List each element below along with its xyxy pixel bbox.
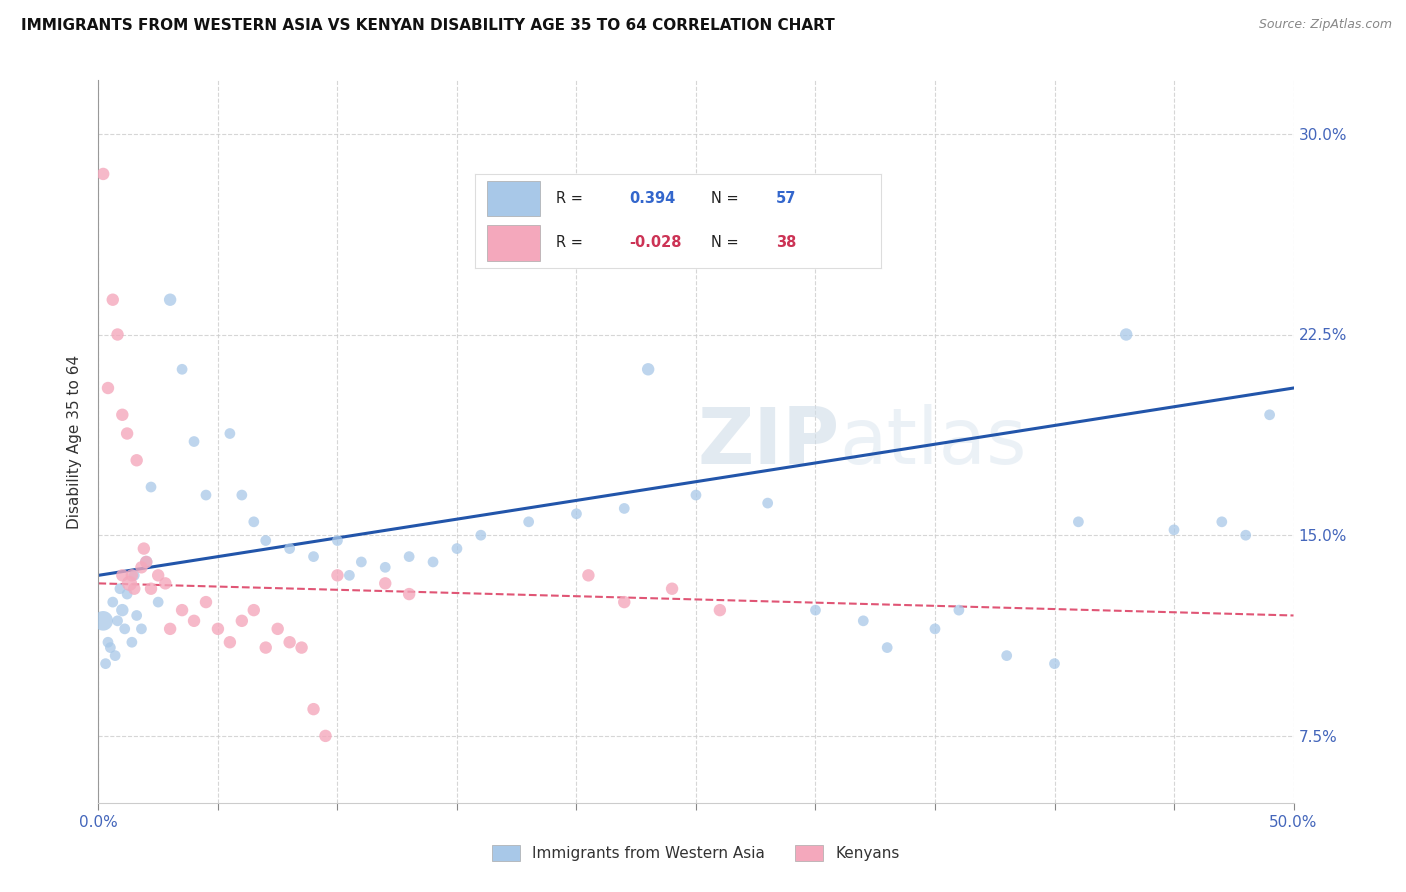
Y-axis label: Disability Age 35 to 64: Disability Age 35 to 64 [67, 354, 83, 529]
Point [121, 568, 143, 582]
Point [115, 587, 138, 601]
Point [685, 488, 707, 502]
Point [231, 614, 253, 628]
Point [804, 603, 827, 617]
Point [278, 541, 301, 556]
Point [326, 533, 349, 548]
Point [139, 480, 162, 494]
Point [121, 635, 143, 649]
Point [172, 362, 194, 376]
Point [876, 640, 898, 655]
Point [1115, 327, 1137, 342]
Legend: Immigrants from Western Asia, Kenyans: Immigrants from Western Asia, Kenyans [486, 839, 905, 867]
Point [1043, 657, 1066, 671]
Point [422, 555, 444, 569]
Point [302, 702, 325, 716]
Point [98, 640, 122, 655]
Point [254, 533, 277, 548]
Point [1258, 408, 1281, 422]
Point [183, 614, 205, 628]
Point [94, 657, 117, 671]
Point [374, 576, 396, 591]
Point [470, 528, 492, 542]
Point [565, 507, 588, 521]
Point [995, 648, 1018, 663]
Point [131, 622, 153, 636]
Point [131, 560, 153, 574]
Point [114, 622, 136, 636]
Point [118, 576, 141, 591]
Point [578, 568, 600, 582]
Point [97, 381, 120, 395]
Point [111, 568, 134, 582]
Point [1067, 515, 1090, 529]
Point [159, 622, 181, 636]
Point [207, 622, 229, 636]
Point [924, 622, 946, 636]
Point [398, 587, 420, 601]
Point [291, 640, 314, 655]
Text: IMMIGRANTS FROM WESTERN ASIA VS KENYAN DISABILITY AGE 35 TO 64 CORRELATION CHART: IMMIGRANTS FROM WESTERN ASIA VS KENYAN D… [21, 18, 835, 33]
Point [1211, 515, 1233, 529]
Point [254, 640, 277, 655]
Point [108, 582, 131, 596]
Text: ZIP: ZIP [697, 403, 839, 480]
Point [339, 568, 361, 582]
Point [148, 568, 170, 582]
Point [756, 496, 779, 510]
Point [231, 488, 253, 502]
Point [159, 293, 181, 307]
Point [278, 635, 301, 649]
Point [115, 426, 138, 441]
Point [637, 362, 659, 376]
Point [613, 501, 636, 516]
Point [111, 408, 134, 422]
Point [446, 541, 468, 556]
Point [183, 434, 205, 449]
Text: Source: ZipAtlas.com: Source: ZipAtlas.com [1258, 18, 1392, 31]
Point [107, 614, 129, 628]
Point [302, 549, 325, 564]
Point [709, 603, 731, 617]
Point [243, 603, 266, 617]
Point [195, 488, 218, 502]
Point [139, 582, 162, 596]
Point [111, 603, 134, 617]
Text: atlas: atlas [839, 403, 1026, 480]
Point [124, 568, 146, 582]
Point [155, 576, 177, 591]
Point [243, 515, 266, 529]
Point [195, 595, 218, 609]
Point [326, 568, 349, 582]
Point [97, 635, 120, 649]
Point [267, 622, 290, 636]
Point [948, 603, 970, 617]
Point [135, 555, 157, 569]
Point [104, 648, 127, 663]
Point [101, 595, 124, 609]
Point [148, 595, 170, 609]
Point [1163, 523, 1185, 537]
Point [101, 293, 124, 307]
Point [125, 453, 148, 467]
Point [219, 635, 242, 649]
Point [852, 614, 875, 628]
Point [315, 729, 337, 743]
Point [374, 560, 396, 574]
Point [135, 555, 157, 569]
Point [125, 608, 148, 623]
Point [517, 515, 540, 529]
Point [91, 614, 114, 628]
Point [661, 582, 683, 596]
Point [219, 426, 242, 441]
Point [350, 555, 373, 569]
Point [172, 603, 194, 617]
Point [91, 167, 114, 181]
Point [613, 595, 636, 609]
Point [107, 327, 129, 342]
Point [1234, 528, 1257, 542]
Point [124, 582, 146, 596]
Point [398, 549, 420, 564]
Point [132, 541, 155, 556]
